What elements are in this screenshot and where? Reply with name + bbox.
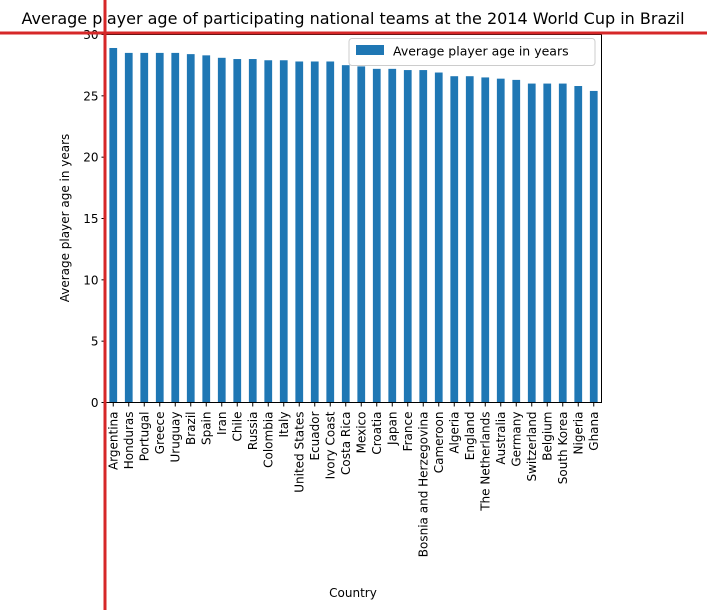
y-tick-label: 5 — [91, 335, 99, 349]
bar-switzerland — [527, 83, 536, 403]
bar-mexico — [357, 66, 366, 403]
bar-south-korea — [558, 83, 567, 403]
x-tick-label: Spain — [199, 412, 213, 446]
x-tick-label: Ecuador — [308, 411, 322, 460]
bar-australia — [496, 78, 505, 403]
bar-bosnia-and-herzegovina — [419, 70, 428, 403]
x-tick-label: Chile — [230, 412, 244, 442]
x-tick-label: Japan — [385, 412, 399, 446]
bar-united-states — [295, 61, 304, 403]
chart-title: Average player age of participating nati… — [21, 9, 684, 28]
x-tick-label: Uruguay — [168, 412, 182, 463]
bar-germany — [512, 79, 521, 403]
legend-frame — [348, 38, 596, 66]
bar-chile — [233, 59, 242, 403]
bar-spain — [202, 55, 211, 403]
x-tick-label: Ghana — [587, 412, 601, 451]
bar-japan — [388, 68, 397, 403]
legend[interactable]: Average player age in years — [348, 38, 596, 66]
y-tick-label: 0 — [91, 396, 99, 410]
x-tick-label: South Korea — [556, 412, 570, 485]
x-tick-label: Cameroon — [432, 412, 446, 474]
bar-russia — [248, 59, 257, 403]
bar-ivory-coast — [326, 61, 335, 403]
x-tick-label: United States — [292, 412, 306, 493]
x-tick-label: Russia — [246, 412, 260, 451]
x-tick-label: Germany — [509, 412, 523, 467]
x-tick-label: Honduras — [122, 412, 136, 470]
x-tick-label: Nigeria — [571, 412, 585, 455]
x-tick-label: Colombia — [261, 412, 275, 468]
y-tick-label: 10 — [83, 273, 98, 287]
legend-swatch — [356, 45, 384, 55]
bar-ecuador — [310, 61, 319, 403]
bars-layer — [109, 47, 598, 403]
x-tick-label: Ivory Coast — [323, 411, 337, 479]
bar-algeria — [450, 76, 459, 403]
x-tick-label: Argentina — [106, 412, 120, 471]
y-tick-label: 30 — [83, 28, 98, 42]
bar-england — [465, 76, 474, 403]
x-tick-label: Mexico — [354, 412, 368, 454]
x-tick-label: Brazil — [184, 412, 198, 446]
bar-costa-rica — [341, 65, 350, 403]
bar-cameroon — [434, 72, 443, 403]
x-tick-label: Iran — [215, 412, 229, 435]
x-tick-label: Croatia — [370, 412, 384, 455]
x-axis-label: Country — [329, 586, 377, 600]
y-tick-label: 20 — [83, 151, 98, 165]
bar-the-netherlands — [481, 77, 490, 403]
bar-nigeria — [574, 86, 583, 403]
x-tick-label: Bosnia and Herzegovina — [416, 412, 430, 558]
bar-uruguay — [171, 52, 180, 403]
bar-argentina — [109, 47, 118, 403]
bar-honduras — [124, 52, 133, 403]
x-tick-label: Australia — [494, 412, 508, 465]
x-tick-label: England — [463, 412, 477, 461]
x-tick-label: Greece — [153, 412, 167, 455]
x-tick-label: Algeria — [447, 412, 461, 454]
x-tick-label: Switzerland — [525, 412, 539, 482]
x-tick-label: Costa Rica — [339, 412, 353, 475]
bar-greece — [155, 52, 164, 403]
legend-label: Average player age in years — [393, 44, 569, 59]
bar-belgium — [543, 83, 552, 403]
x-tick-label: Italy — [277, 412, 291, 438]
y-axis-label: Average player age in years — [58, 134, 72, 303]
bar-brazil — [186, 54, 195, 403]
bar-france — [403, 70, 412, 403]
x-tick-label: Portugal — [137, 412, 151, 462]
bar-croatia — [372, 68, 381, 403]
plot-frame — [105, 34, 602, 403]
bar-ghana — [589, 90, 598, 403]
bar-colombia — [264, 60, 273, 403]
y-axis-ticks: 0 5 10 15 20 25 30 — [83, 28, 106, 410]
bar-iran — [217, 57, 226, 403]
bar-italy — [279, 60, 288, 403]
y-tick-label: 15 — [83, 212, 98, 226]
x-tick-label: Belgium — [540, 412, 554, 461]
bar-portugal — [140, 52, 149, 403]
y-tick-label: 25 — [83, 89, 98, 103]
x-tick-label: The Netherlands — [478, 412, 492, 512]
x-axis-ticks: Argentina Honduras Portugal Greece Uruguay Br… — [106, 402, 601, 558]
x-tick-label: France — [401, 412, 415, 452]
